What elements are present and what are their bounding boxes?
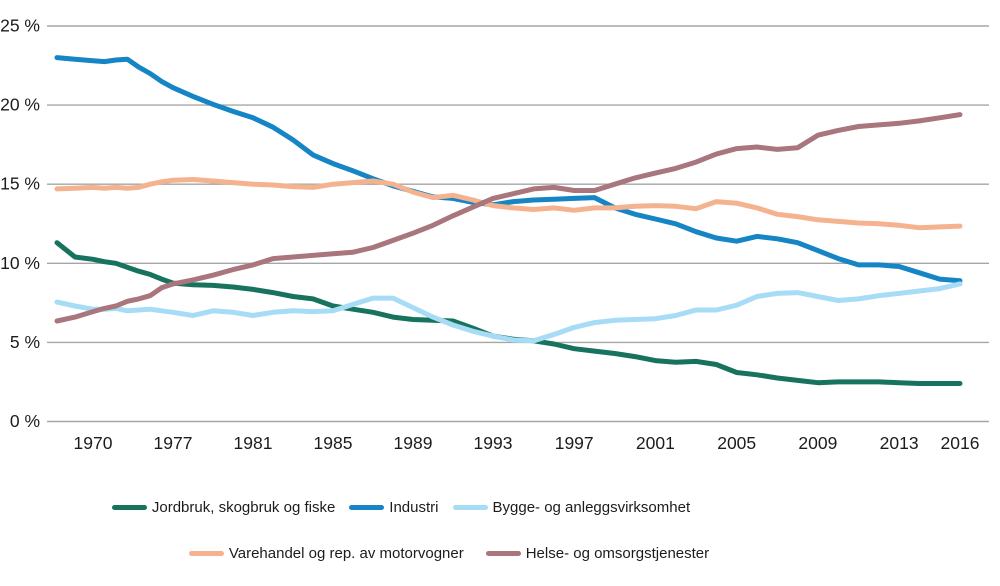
y-axis-tick-labels: 0 % 5 % 10 % 15 % 20 % 25 % [0,16,40,432]
legend-item-industri: Industri [349,499,439,516]
x-axis-tick-label: 2016 [941,433,980,453]
x-axis-tick-label: 1977 [154,433,193,453]
legend-item-bygge: Bygge- og anleggsvirksomhet [452,499,691,516]
legend: Jordbruk, skogbruk og fiske Industri Bygge… [0,499,1000,562]
series-line-industri [54,55,963,284]
legend-label-jordbruk: Jordbruk, skogbruk og fiske [151,499,336,516]
legend-swatch-varehandel [188,551,224,556]
legend-label-varehandel: Varehandel og rep. av motorvogner [228,545,464,562]
y-axis-tick-label: 5 % [10,332,40,352]
x-axis-tick-label: 2005 [717,433,756,453]
series-line-jordbruk [54,240,963,386]
x-axis-tick-label: 2001 [636,433,675,453]
legend-row-2: Varehandel og rep. av motorvogner Helse- … [0,545,949,562]
x-axis-tick-label: 1997 [555,433,594,453]
x-axis-tick-labels: 1970 1977 1981 1985 1989 1993 1997 2001 2005 2009… [74,433,980,453]
y-axis-tick-label: 0 % [10,411,40,431]
legend-row-1: Jordbruk, skogbruk og fiske Industri Bygge… [0,499,901,516]
x-axis-tick-label: 1989 [394,433,433,453]
legend-swatch-helse [485,551,521,556]
legend-label-helse: Helse- og omsorgstjenester [525,545,710,562]
x-axis-tick-label: 1993 [474,433,513,453]
series-line-varehandel [54,177,963,231]
series-line-helse [54,112,963,324]
legend-swatch-industri [349,505,385,510]
legend-item-varehandel: Varehandel og rep. av motorvogner [188,545,464,562]
plot-area: 0 %5 %10 %15 %20 %25 % 1970 1977 1981 1985 1… [0,16,989,453]
y-axis-tick-label: 25 % [0,16,40,36]
x-axis-tick-label: 1970 [74,433,113,453]
x-axis-tick-label: 1981 [234,433,273,453]
y-axis-tick-label: 20 % [0,95,40,115]
legend-label-industri: Industri [389,499,439,516]
y-axis-tick-label: 10 % [0,253,40,273]
legend-item-jordbruk: Jordbruk, skogbruk og fiske [111,499,336,516]
line-chart-figure: 0 % 5 % 10 % 15 % 20 % 25 % 1970 1977 1981 1985 1… [0,16,1000,562]
y-axis-tick-label: 15 % [0,174,40,194]
legend-label-bygge: Bygge- og anleggsvirksomhet [492,499,691,516]
x-axis-tick-label: 1985 [314,433,353,453]
x-axis-tick-label: 2009 [798,433,837,453]
gridlines [47,25,989,423]
legend-swatch-bygge [452,505,488,510]
series-line-bygge [54,281,963,344]
x-axis-tick-label: 2013 [880,433,919,453]
legend-item-helse: Helse- og omsorgstjenester [485,545,710,562]
legend-swatch-jordbruk [111,505,147,510]
series-lines [54,55,963,386]
